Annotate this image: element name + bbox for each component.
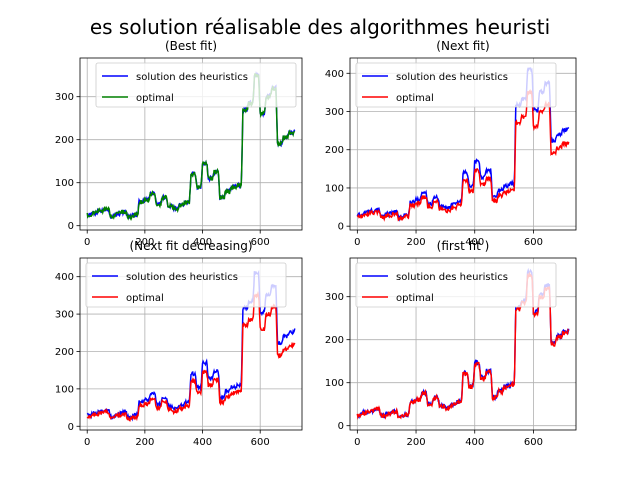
y-tick-label: 100 — [55, 384, 74, 395]
x-tick-label: 0 — [354, 437, 360, 448]
x-tick-label: 400 — [465, 437, 484, 448]
x-tick-label: 200 — [406, 237, 425, 248]
x-tick-label: 200 — [135, 237, 154, 248]
x-tick-label: 200 — [135, 437, 154, 448]
y-tick-label: 300 — [55, 92, 74, 103]
x-tick-label: 600 — [251, 237, 270, 248]
x-tick-label: 600 — [524, 237, 543, 248]
y-tick-label: 0 — [338, 222, 344, 233]
subplot-best-fit: (Best fit) 0 200 400 600 0 100 200 300 solution d… — [55, 39, 303, 248]
legend-box — [85, 262, 287, 308]
series-line-optimal — [356, 88, 570, 222]
legend-label: optimal — [396, 93, 434, 104]
legend-box — [355, 262, 557, 308]
y-tick-label: 200 — [325, 335, 344, 346]
y-tick-label: 200 — [55, 347, 74, 358]
x-tick-label: 0 — [84, 437, 90, 448]
legend-label: solution des heuristics — [396, 272, 508, 283]
x-tick-label: 400 — [193, 237, 212, 248]
x-tick-label: 400 — [465, 237, 484, 248]
subplot-first-fit: (first fit ) 0 200 400 600 0 100 200 300 solution… — [325, 239, 577, 448]
subplot-next-fit: (Next fit) 0 200 400 600 0 100 200 300 400 solutio… — [325, 39, 577, 248]
subplot-title: (Best fit) — [165, 39, 217, 53]
legend-label: solution des heuristics — [136, 72, 248, 83]
y-tick-label: 300 — [325, 107, 344, 118]
figure-suptitle: es solution réalisable des algorithmes h… — [90, 15, 550, 39]
y-tick-label: 0 — [338, 421, 344, 432]
axes-frame — [349, 57, 577, 231]
subplot-title: (first fit ) — [437, 239, 490, 253]
series-line-optimal — [86, 290, 296, 422]
x-tick-label: 0 — [84, 237, 90, 248]
y-tick-label: 200 — [325, 145, 344, 156]
legend: solution des heuristics optimal — [355, 262, 557, 308]
subplot-title: (Next fit) — [436, 39, 489, 53]
y-tick-label: 0 — [68, 422, 74, 433]
axes-frame — [79, 57, 303, 231]
legend-box — [355, 62, 557, 108]
x-tick-label: 600 — [251, 437, 270, 448]
y-tick-label: 100 — [325, 378, 344, 389]
y-tick-label: 200 — [55, 135, 74, 146]
x-tick-label: 400 — [193, 437, 212, 448]
series-line-optimal — [86, 73, 296, 222]
legend: solution des heuristics optimal — [355, 62, 557, 108]
legend: solution des heuristics optimal — [85, 262, 287, 308]
x-tick-label: 0 — [354, 237, 360, 248]
legend: solution des heuristics optimal — [95, 62, 297, 108]
axes-frame — [349, 257, 577, 431]
x-tick-label: 200 — [406, 437, 425, 448]
y-tick-label: 400 — [325, 69, 344, 80]
y-tick-label: 100 — [55, 178, 74, 189]
legend-box — [95, 62, 297, 108]
subplot-next-fit-decreasing: (Next fit decreasing) 0 200 400 600 0 100 200 30… — [55, 239, 303, 448]
y-tick-label: 300 — [325, 292, 344, 303]
legend-label: solution des heuristics — [396, 72, 508, 83]
legend-label: optimal — [126, 293, 164, 304]
series-line-optimal — [356, 271, 570, 420]
y-tick-label: 300 — [55, 310, 74, 321]
y-tick-label: 100 — [325, 183, 344, 194]
y-tick-label: 400 — [55, 272, 74, 283]
legend-label: optimal — [396, 293, 434, 304]
axes-frame — [79, 257, 303, 431]
x-tick-label: 600 — [524, 437, 543, 448]
subplot-title: (Next fit decreasing) — [129, 239, 252, 253]
legend-label: solution des heuristics — [126, 272, 238, 283]
y-tick-label: 0 — [68, 221, 74, 232]
legend-label: optimal — [136, 93, 174, 104]
